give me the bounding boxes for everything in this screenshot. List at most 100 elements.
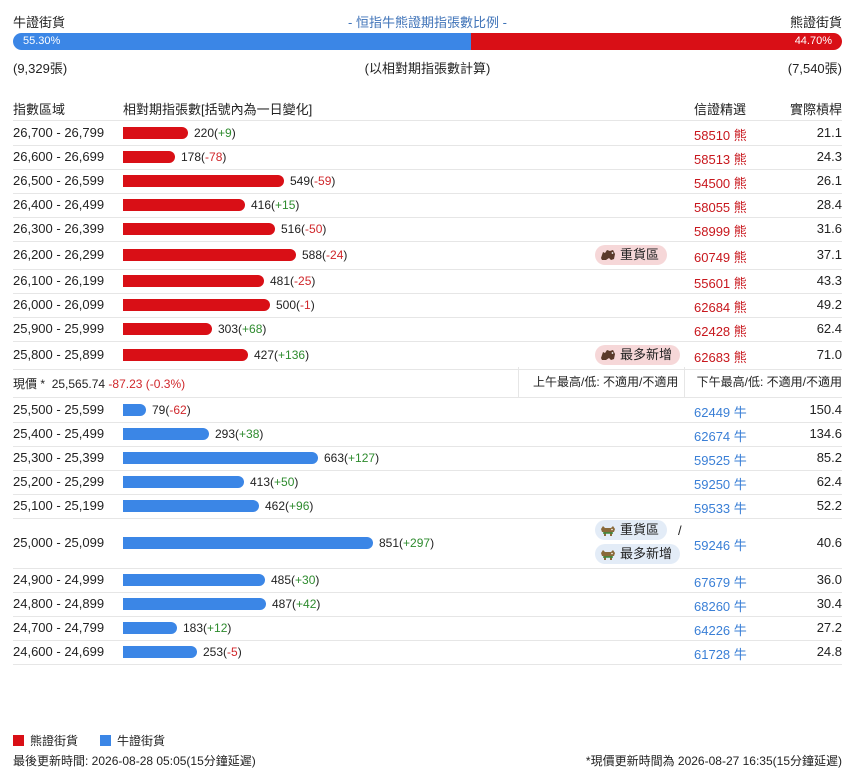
row-leverage: 30.4 [816, 596, 842, 611]
table-row: 25,200 - 25,299 413(+50) 59250 牛 62.4 [13, 470, 842, 495]
bull-bar[interactable] [123, 598, 266, 610]
bull-ratio-segment: 55.30% [13, 33, 472, 50]
row-value: 500(-1) [276, 298, 315, 312]
warrant-link[interactable]: 58510 熊 [694, 128, 747, 143]
warrant-link[interactable]: 54500 熊 [694, 176, 747, 191]
bull-bar[interactable] [123, 646, 197, 658]
warrant-link[interactable]: 62674 牛 [694, 429, 747, 444]
row-leverage: 24.3 [816, 149, 842, 164]
row-range: 26,100 - 26,199 [13, 273, 105, 288]
bear-count: (7,540張) [787, 61, 842, 76]
col-range: 指數區域 [13, 102, 66, 117]
bull-bar[interactable] [123, 500, 259, 512]
value-number: 851 [379, 536, 400, 550]
value-change: +9 [218, 126, 232, 140]
bear-bar[interactable] [123, 175, 284, 187]
bull-bar[interactable] [123, 622, 177, 634]
table-row: 26,200 - 26,299 588(-24) 重貨區 60749 熊 37.1 [13, 241, 842, 270]
row-leverage: 49.2 [816, 297, 842, 312]
bear-bar[interactable] [123, 299, 270, 311]
warrant-link[interactable]: 55601 熊 [694, 276, 747, 291]
row-value: 416(+15) [251, 198, 300, 212]
warrant-link[interactable]: 59533 牛 [694, 501, 747, 516]
value-change: -24 [326, 248, 344, 262]
value-number: 487 [272, 597, 293, 611]
table-row: 25,900 - 25,999 303(+68) 62428 熊 62.4 [13, 317, 842, 342]
bear-bar[interactable] [123, 223, 275, 235]
row-leverage: 26.1 [816, 173, 842, 188]
bear-bar[interactable] [123, 349, 248, 361]
bear-icon [601, 350, 615, 360]
row-range: 26,500 - 26,599 [13, 173, 105, 188]
warrant-link[interactable]: 58513 熊 [694, 152, 747, 167]
warrant-link[interactable]: 64226 牛 [694, 623, 747, 638]
bear-ratio-segment: 44.70% [471, 33, 842, 50]
bull-bar[interactable] [123, 452, 318, 464]
row-leverage: 43.3 [816, 273, 842, 288]
row-range: 24,900 - 24,999 [13, 572, 105, 587]
warrant-link[interactable]: 59250 牛 [694, 477, 747, 492]
warrant-link[interactable]: 58055 熊 [694, 200, 747, 215]
value-change: +38 [239, 427, 260, 441]
row-leverage: 24.8 [816, 644, 842, 659]
bull-bar[interactable] [123, 404, 146, 416]
bear-bar[interactable] [123, 275, 264, 287]
warrant-link[interactable]: 62428 熊 [694, 324, 747, 339]
legend-bear-label: 熊證街貨 [30, 734, 79, 748]
bull-bar[interactable] [123, 537, 373, 549]
value-number: 588 [302, 248, 323, 262]
row-range: 25,100 - 25,199 [13, 498, 105, 513]
warrant-link[interactable]: 59525 牛 [694, 453, 747, 468]
warrant-link[interactable]: 62683 熊 [694, 350, 747, 365]
warrant-link[interactable]: 62449 牛 [694, 405, 747, 420]
warrant-link[interactable]: 68260 牛 [694, 599, 747, 614]
value-number: 303 [218, 322, 239, 336]
bear-bar[interactable] [123, 127, 188, 139]
warrant-link[interactable]: 58999 熊 [694, 224, 747, 239]
calc-note: (以相對期指張數計算) [364, 61, 491, 76]
value-change: +297 [403, 536, 431, 550]
warrant-link[interactable]: 60749 熊 [694, 250, 747, 265]
value-change: -78 [205, 150, 223, 164]
row-leverage: 134.6 [809, 426, 842, 441]
row-leverage: 62.4 [816, 474, 842, 489]
price-change: -87.23 (-0.3%) [108, 377, 186, 391]
bear-bar[interactable] [123, 323, 212, 335]
bear-bar[interactable] [123, 151, 175, 163]
row-leverage: 150.4 [809, 402, 842, 417]
price-row: 現價 * 25,565.74 -87.23 (-0.3%) 上午最高/低: 不適… [13, 367, 842, 398]
value-change: -5 [227, 645, 238, 659]
table-row: 24,900 - 24,999 485(+30) 67679 牛 36.0 [13, 568, 842, 593]
badge: 最多新增 [595, 544, 681, 564]
bull-bar[interactable] [123, 574, 265, 586]
warrant-link[interactable]: 62684 熊 [694, 300, 747, 315]
row-range: 25,000 - 25,099 [13, 535, 105, 550]
row-value: 427(+136) [254, 348, 310, 362]
row-range: 25,300 - 25,399 [13, 450, 105, 465]
price-value: 25,565.74 [51, 377, 106, 391]
row-value: 549(-59) [290, 174, 336, 188]
value-number: 253 [203, 645, 224, 659]
value-number: 183 [183, 621, 204, 635]
legend-bull-label: 牛證街貨 [117, 734, 166, 748]
warrant-link[interactable]: 59246 牛 [694, 538, 747, 553]
row-value: 851(+297) [379, 536, 435, 550]
row-value: 462(+96) [265, 499, 314, 513]
table-row: 26,300 - 26,399 516(-50) 58999 熊 31.6 [13, 217, 842, 242]
table-row: 26,400 - 26,499 416(+15) 58055 熊 28.4 [13, 193, 842, 218]
warrant-link[interactable]: 67679 牛 [694, 575, 747, 590]
row-range: 26,700 - 26,799 [13, 125, 105, 140]
bear-bar[interactable] [123, 249, 296, 261]
table-header: 指數區域 相對期指張數[括號內為一日變化] 信證精選 實際槓桿 [13, 96, 842, 121]
value-number: 549 [290, 174, 311, 188]
row-value: 413(+50) [250, 475, 299, 489]
row-value: 303(+68) [218, 322, 267, 336]
bull-bar[interactable] [123, 476, 244, 488]
bear-bar[interactable] [123, 199, 245, 211]
row-value: 663(+127) [324, 451, 380, 465]
warrant-link[interactable]: 61728 牛 [694, 647, 747, 662]
am-high-low: 上午最高/低: 不適用/不適用 [518, 367, 678, 397]
table-row: 25,000 - 25,099 851(+297) 重貨區 / 最多新增 59246 牛 4… [13, 518, 842, 569]
bull-bar[interactable] [123, 428, 209, 440]
row-range: 26,000 - 26,099 [13, 297, 105, 312]
